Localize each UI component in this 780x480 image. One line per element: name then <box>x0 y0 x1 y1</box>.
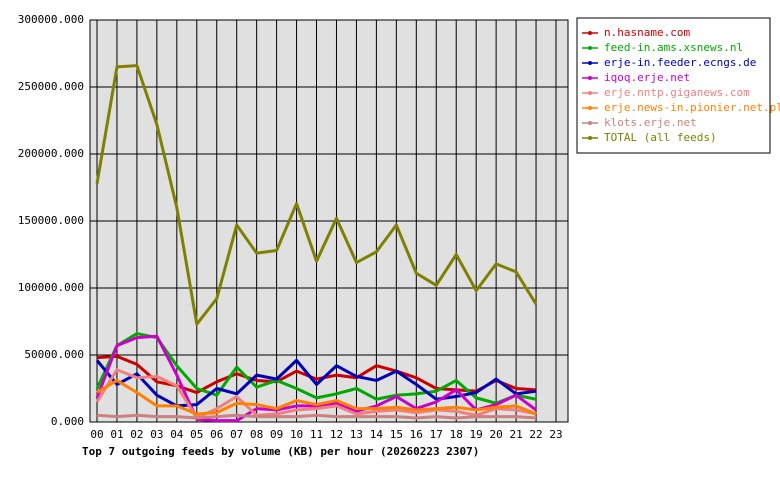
chart-title: Top 7 outgoing feeds by volume (KB) per … <box>82 445 479 458</box>
x-tick-label: 06 <box>210 428 223 441</box>
x-tick-label: 12 <box>330 428 343 441</box>
legend-label: erje.news-in.pionier.net.pl <box>604 101 780 114</box>
x-tick-label: 13 <box>350 428 363 441</box>
x-tick-label: 09 <box>270 428 283 441</box>
x-tick-label: 02 <box>130 428 143 441</box>
x-tick-label: 17 <box>430 428 443 441</box>
x-tick-label: 22 <box>529 428 542 441</box>
legend-marker <box>588 31 592 35</box>
x-tick-label: 16 <box>410 428 423 441</box>
legend-label: feed-in.ams.xsnews.nl <box>604 41 743 54</box>
x-tick-label: 03 <box>150 428 163 441</box>
y-tick-label: 100000.000 <box>18 281 84 294</box>
x-tick-label: 00 <box>90 428 103 441</box>
y-tick-label: 250000.000 <box>18 80 84 93</box>
x-tick-label: 04 <box>170 428 184 441</box>
legend-marker <box>588 61 592 65</box>
legend-label: erje.nntp.giganews.com <box>604 86 750 99</box>
legend-label: n.hasname.com <box>604 26 690 39</box>
x-tick-label: 08 <box>250 428 263 441</box>
series-line <box>95 64 538 326</box>
x-tick-label: 23 <box>549 428 562 441</box>
y-tick-label: 150000.000 <box>18 214 84 227</box>
series-line <box>96 354 537 395</box>
x-tick-label: 19 <box>470 428 483 441</box>
y-tick-label: 0.000 <box>51 415 84 428</box>
y-tick-label: 300000.000 <box>18 13 84 26</box>
legend-marker <box>588 136 592 140</box>
x-tick-label: 21 <box>509 428 522 441</box>
series-line <box>95 332 537 405</box>
legend-label: iqoq.erje.net <box>604 71 690 84</box>
legend-marker <box>588 76 592 80</box>
legend-marker <box>588 91 592 95</box>
legend-label: erje-in.feeder.ecngs.de <box>604 56 756 69</box>
x-tick-label: 11 <box>310 428 323 441</box>
legend-marker <box>588 46 592 50</box>
legend-marker <box>588 106 592 110</box>
legend-label: TOTAL (all feeds) <box>604 131 717 144</box>
y-tick-label: 50000.000 <box>24 348 84 361</box>
x-tick-label: 01 <box>110 428 123 441</box>
x-tick-label: 15 <box>390 428 403 441</box>
series-line <box>95 368 537 420</box>
x-tick-label: 14 <box>370 428 384 441</box>
series-line <box>96 378 537 416</box>
series-line <box>96 413 537 420</box>
legend <box>576 17 771 154</box>
legend-label: klots.erje.net <box>604 116 697 129</box>
x-tick-label: 10 <box>290 428 303 441</box>
y-tick-label: 200000.000 <box>18 147 84 160</box>
x-tick-label: 07 <box>230 428 243 441</box>
x-tick-label: 18 <box>450 428 463 441</box>
x-tick-label: 05 <box>190 428 203 441</box>
x-tick-label: 20 <box>490 428 503 441</box>
legend-marker <box>588 121 592 125</box>
